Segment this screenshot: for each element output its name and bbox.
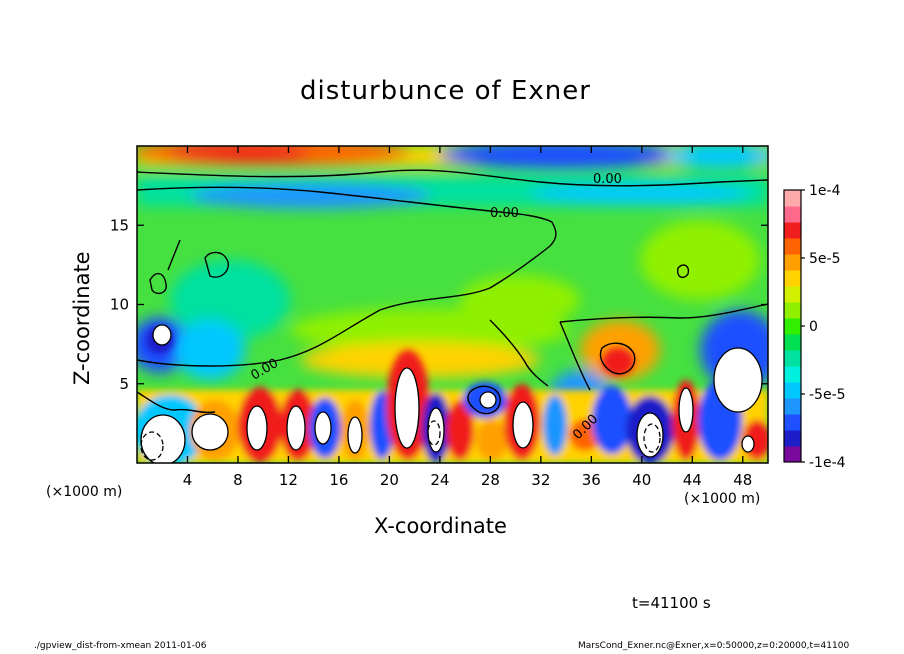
colorbar-segment [784, 318, 801, 335]
y-tick-label: 10 [110, 296, 129, 314]
colorbar-tick-label: -1e-4 [809, 455, 846, 471]
x-tick-label: 36 [582, 471, 601, 489]
y-tick-label: 5 [119, 375, 129, 393]
colorbar-segment [784, 414, 801, 431]
colorbar-tick-label: 1e-4 [809, 183, 841, 199]
x-tick-label: 12 [279, 471, 298, 489]
colorbar-segment [784, 334, 801, 351]
x-tick-label: 48 [733, 471, 752, 489]
y-axis-label: Z-coordinate [70, 251, 94, 385]
x-tick-label: 28 [481, 471, 500, 489]
colorbar-segment [784, 302, 801, 319]
colorbar-segment [784, 270, 801, 287]
footer-right: MarsCond_Exner.nc@Exner,x=0:50000,z=0:20… [578, 641, 850, 651]
colorbar-segment [784, 398, 801, 415]
colorbar-segment [784, 350, 801, 367]
time-annotation: t=41100 s [632, 594, 711, 612]
footer-left: ./gpview_dist-from-xmean 2011-01-06 [34, 641, 207, 651]
x-tick-label: 16 [329, 471, 348, 489]
colorbar: 1e-4 5e-5 0 -5e-5 -1e-4 [783, 183, 846, 471]
x-tick-label: 24 [430, 471, 449, 489]
colorbar-segment [784, 222, 801, 239]
x-tick-label: 8 [233, 471, 243, 489]
field-layer [137, 146, 768, 463]
colorbar-tick-label: 0 [809, 319, 818, 335]
colorbar-segment [784, 190, 801, 207]
contour-label: 0.00 [490, 206, 519, 221]
colorbar-tick-label: 5e-5 [809, 251, 840, 267]
colorbar-segment [784, 430, 801, 447]
colorbar-segment [784, 206, 801, 223]
colorbar-segment [784, 238, 801, 255]
x-axis-label: X-coordinate [374, 514, 507, 538]
colorbar-segment [784, 382, 801, 399]
colorbar-tick-label: -5e-5 [809, 387, 846, 403]
x-tick-label: 4 [183, 471, 193, 489]
contour-label: 0.00 [593, 172, 622, 187]
y-axis: 5 10 15 [110, 216, 768, 393]
x-unit-label: (×1000 m) [684, 491, 761, 507]
x-tick-label: 44 [683, 471, 702, 489]
chart-title: disturbunce of Exner [300, 76, 591, 106]
x-tick-label: 20 [380, 471, 399, 489]
x-axis: 4 8 12 16 20 24 28 32 36 40 44 48 [183, 146, 752, 489]
y-tick-label: 15 [110, 216, 129, 234]
colorbar-segment [784, 366, 801, 383]
colorbar-segment [784, 286, 801, 303]
x-tick-label: 40 [632, 471, 651, 489]
x-tick-label: 32 [531, 471, 550, 489]
x-unit-label: (×1000 m) [46, 484, 123, 500]
colorbar-segment [784, 446, 801, 463]
colorbar-segment [784, 254, 801, 271]
